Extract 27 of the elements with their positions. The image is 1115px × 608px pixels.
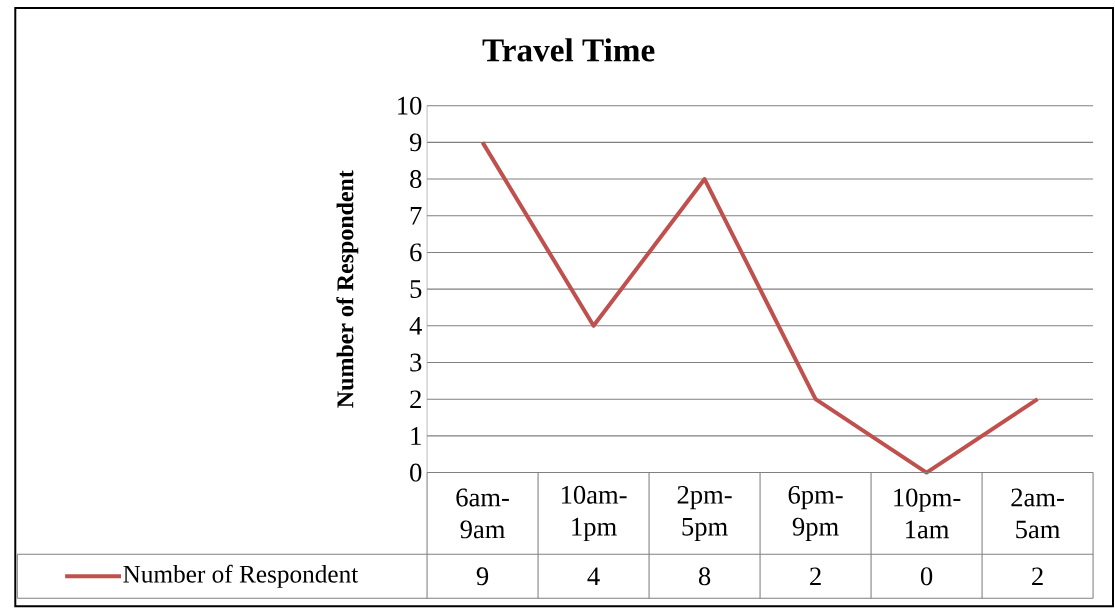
data-label: 0 [920, 567, 933, 586]
data-label: 2 [810, 567, 821, 585]
legend-label: Number of Respondent [123, 564, 359, 588]
x-tick-label: 2am-5am [1011, 488, 1064, 539]
y-tick-label: 4 [409, 317, 422, 335]
x-tick-label: 10pm-1am [894, 488, 961, 539]
x-tick-label: 6pm-9pm [788, 485, 843, 541]
y-tick-label: 3 [410, 353, 422, 372]
data-label: 9 [476, 567, 489, 586]
y-tick-label: 9 [409, 133, 422, 152]
y-tick-label: 1 [411, 427, 421, 445]
y-tick-label: 10 [398, 96, 422, 115]
x-tick-label: 2pm-5pm [677, 485, 732, 541]
y-tick-label: 7 [410, 206, 422, 225]
y-axis-title: Number of Respondent [336, 170, 359, 408]
chart-title: Travel Time [482, 38, 655, 62]
x-tick-label: 10am-1pm [561, 485, 627, 541]
data-label: 8 [698, 567, 711, 586]
data-label: 4 [587, 567, 600, 585]
y-tick-label: 8 [410, 170, 422, 188]
data-label: 2 [1032, 567, 1043, 585]
line-series [480, 140, 1040, 475]
y-tick-label: 0 [410, 463, 422, 482]
y-tick-label: 2 [410, 390, 421, 408]
y-tick-label: 6 [410, 243, 422, 262]
x-tick-label: 6am-9am [456, 488, 509, 539]
y-tick-label: 5 [410, 280, 422, 298]
